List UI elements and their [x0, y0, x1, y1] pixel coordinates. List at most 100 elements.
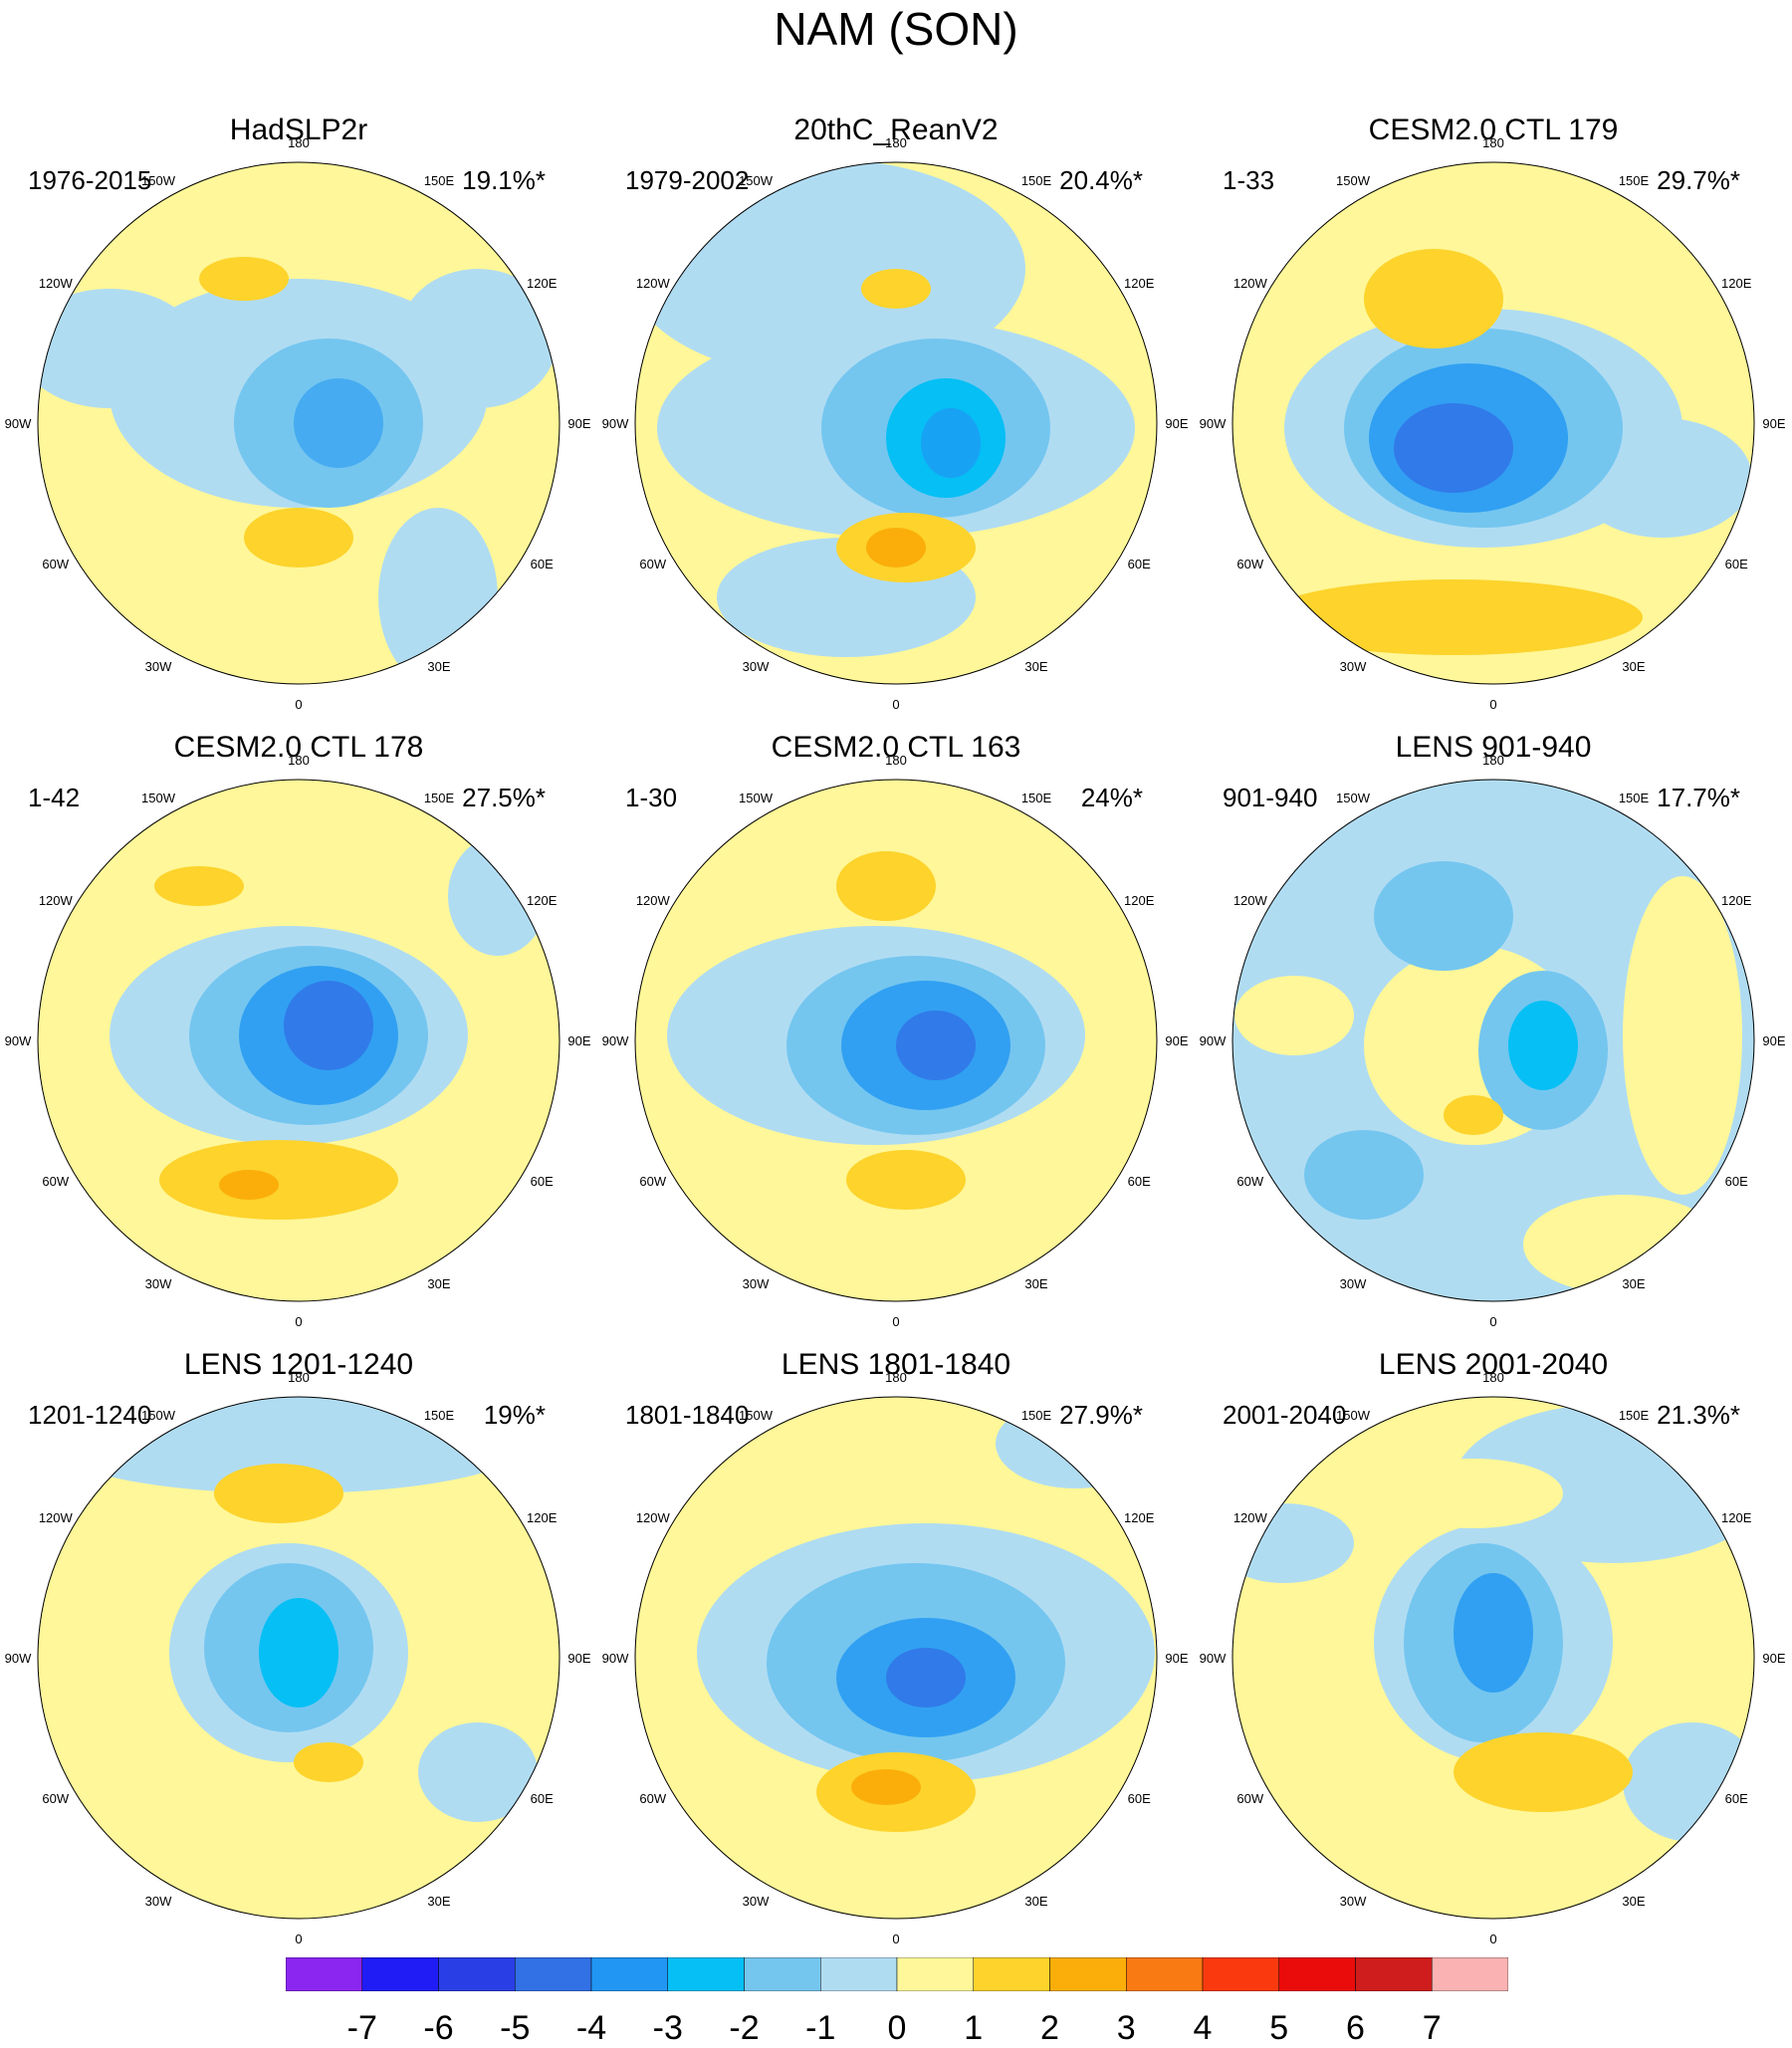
- longitude-label: 120W: [636, 1510, 671, 1525]
- longitude-label: 60W: [1236, 1174, 1263, 1189]
- longitude-label: 120E: [1721, 1510, 1752, 1525]
- longitude-label: 150E: [1619, 173, 1650, 188]
- panel-title: CESM2.0 CTL 178: [173, 731, 424, 764]
- longitude-label: 180: [1482, 135, 1504, 150]
- polar-map: 180 150E 120E 90E 60E 30E 0 30W 60W 90W 120W 150W: [5, 135, 591, 712]
- longitude-label: 150E: [1021, 173, 1052, 188]
- colorbar-swatch: [515, 1957, 592, 1991]
- panel-period: 1-30: [625, 783, 678, 812]
- polar-map: 180 150E 120E 90E 60E 30E 0 30W 60W 90W 120W 150W: [1200, 1370, 1786, 1946]
- longitude-label: 90E: [567, 1651, 590, 1666]
- colorbar-swatch: [590, 1957, 668, 1991]
- longitude-label: 150W: [141, 1408, 176, 1423]
- panel-period: 1976-2015: [28, 165, 152, 195]
- longitude-label: 60W: [42, 1174, 69, 1189]
- colorbar-tick-label: -5: [500, 2009, 531, 2047]
- longitude-label: 90W: [5, 1651, 32, 1666]
- longitude-label: 90E: [567, 1033, 590, 1048]
- colorbar-swatch: [820, 1957, 898, 1991]
- panel-period: 2001-2040: [1223, 1400, 1347, 1430]
- longitude-label: 30W: [743, 1276, 770, 1291]
- colorbar-tick-label: 1: [964, 2009, 984, 2047]
- longitude-label: 30E: [1024, 659, 1047, 674]
- longitude-label: 90E: [567, 416, 590, 431]
- longitude-label: 150W: [1336, 791, 1371, 805]
- longitude-label: 120W: [39, 1510, 74, 1525]
- colorbar: [286, 1957, 1508, 1991]
- colorbar-swatch: [1355, 1957, 1433, 1991]
- longitude-label: 150W: [141, 173, 176, 188]
- map-panel-cesm2-ctl-179: CESM2.0 CTL 179 1-33 29.7%* 180 150E 120E 9…: [1195, 100, 1792, 717]
- map-panel-cesm2-ctl-163: CESM2.0 CTL 163 1-30 24%* 180 150E 120E 90E…: [597, 717, 1195, 1334]
- polar-map: 180 150E 120E 90E 60E 30E 0 30W 60W 90W 120W 150W: [602, 753, 1189, 1329]
- map-panel-lens-2001-2040: LENS 2001-2040 2001-2040 21.3%* 180 150E 1…: [1195, 1334, 1792, 1951]
- longitude-label: 150W: [1336, 173, 1371, 188]
- longitude-label: 60E: [531, 557, 554, 571]
- longitude-label: 30E: [1622, 1894, 1645, 1909]
- longitude-label: 30W: [1340, 659, 1367, 674]
- longitude-label: 0: [892, 697, 899, 712]
- longitude-label: 90E: [1165, 416, 1188, 431]
- colorbar-tick-label: 6: [1346, 2009, 1365, 2047]
- longitude-label: 150E: [1619, 791, 1650, 805]
- colorbar-swatch: [361, 1957, 439, 1991]
- longitude-label: 120E: [527, 276, 558, 291]
- colorbar-swatch: [973, 1957, 1050, 1991]
- longitude-label: 150W: [739, 1408, 774, 1423]
- longitude-label: 30W: [1340, 1276, 1367, 1291]
- colorbar-tick-label: 3: [1116, 2009, 1136, 2047]
- colorbar-tick-label: -2: [729, 2009, 760, 2047]
- longitude-label: 180: [288, 1370, 310, 1385]
- longitude-label: 120W: [39, 276, 74, 291]
- longitude-label: 30E: [427, 1276, 450, 1291]
- panel-period: 1-42: [28, 783, 81, 812]
- longitude-label: 30E: [1622, 659, 1645, 674]
- panel-title: CESM2.0 CTL 179: [1368, 114, 1619, 146]
- longitude-label: 60E: [1128, 557, 1151, 571]
- polar-map: 180 150E 120E 90E 60E 30E 0 30W 60W 90W 120W 150W: [1200, 135, 1786, 712]
- longitude-label: 150W: [739, 173, 774, 188]
- longitude-label: 120W: [1233, 893, 1268, 908]
- panel-variance-explained: 21.3%*: [1657, 1400, 1740, 1430]
- longitude-label: 30E: [427, 659, 450, 674]
- colorbar-swatch: [896, 1957, 974, 1991]
- longitude-label: 30E: [1024, 1276, 1047, 1291]
- longitude-label: 0: [1489, 1932, 1496, 1946]
- colorbar-swatch: [1126, 1957, 1204, 1991]
- colorbar-swatch: [744, 1957, 821, 1991]
- colorbar-tick-label: 4: [1193, 2009, 1213, 2047]
- colorbar-swatch: [667, 1957, 745, 1991]
- colorbar-swatch: [1432, 1957, 1508, 1991]
- polar-map: 180 150E 120E 90E 60E 30E 0 30W 60W 90W 120W 150W: [1200, 753, 1786, 1329]
- longitude-label: 60E: [1128, 1791, 1151, 1806]
- longitude-label: 30W: [145, 1276, 172, 1291]
- panel-variance-explained: 27.5%*: [462, 783, 546, 812]
- polar-map: 180 150E 120E 90E 60E 30E 0 30W 60W 90W 120W 150W: [5, 1370, 591, 1946]
- longitude-label: 150E: [1619, 1408, 1650, 1423]
- longitude-label: 30E: [1024, 1894, 1047, 1909]
- longitude-label: 120E: [1124, 276, 1155, 291]
- longitude-label: 180: [1482, 753, 1504, 768]
- longitude-label: 30W: [743, 1894, 770, 1909]
- panel-variance-explained: 20.4%*: [1059, 165, 1143, 195]
- longitude-label: 150E: [424, 791, 455, 805]
- longitude-label: 120W: [39, 893, 74, 908]
- panel-period: 1979-2002: [625, 165, 750, 195]
- longitude-label: 120W: [1233, 276, 1268, 291]
- map-panel-cesm2-ctl-178: CESM2.0 CTL 178 1-42 27.5%* 180 150E 120E 9…: [0, 717, 597, 1334]
- longitude-label: 120E: [1124, 893, 1155, 908]
- panel-period: 1801-1840: [625, 1400, 750, 1430]
- longitude-label: 90E: [1762, 416, 1785, 431]
- longitude-label: 150E: [424, 173, 455, 188]
- panel-variance-explained: 29.7%*: [1657, 165, 1740, 195]
- longitude-label: 150W: [739, 791, 774, 805]
- longitude-label: 90W: [1200, 1033, 1227, 1048]
- longitude-label: 120W: [636, 893, 671, 908]
- panel-title: LENS 901-940: [1395, 731, 1592, 764]
- longitude-label: 90W: [1200, 1651, 1227, 1666]
- longitude-label: 60W: [639, 557, 666, 571]
- longitude-label: 150E: [1021, 1408, 1052, 1423]
- longitude-label: 60W: [42, 557, 69, 571]
- longitude-label: 30W: [1340, 1894, 1367, 1909]
- longitude-label: 120W: [636, 276, 671, 291]
